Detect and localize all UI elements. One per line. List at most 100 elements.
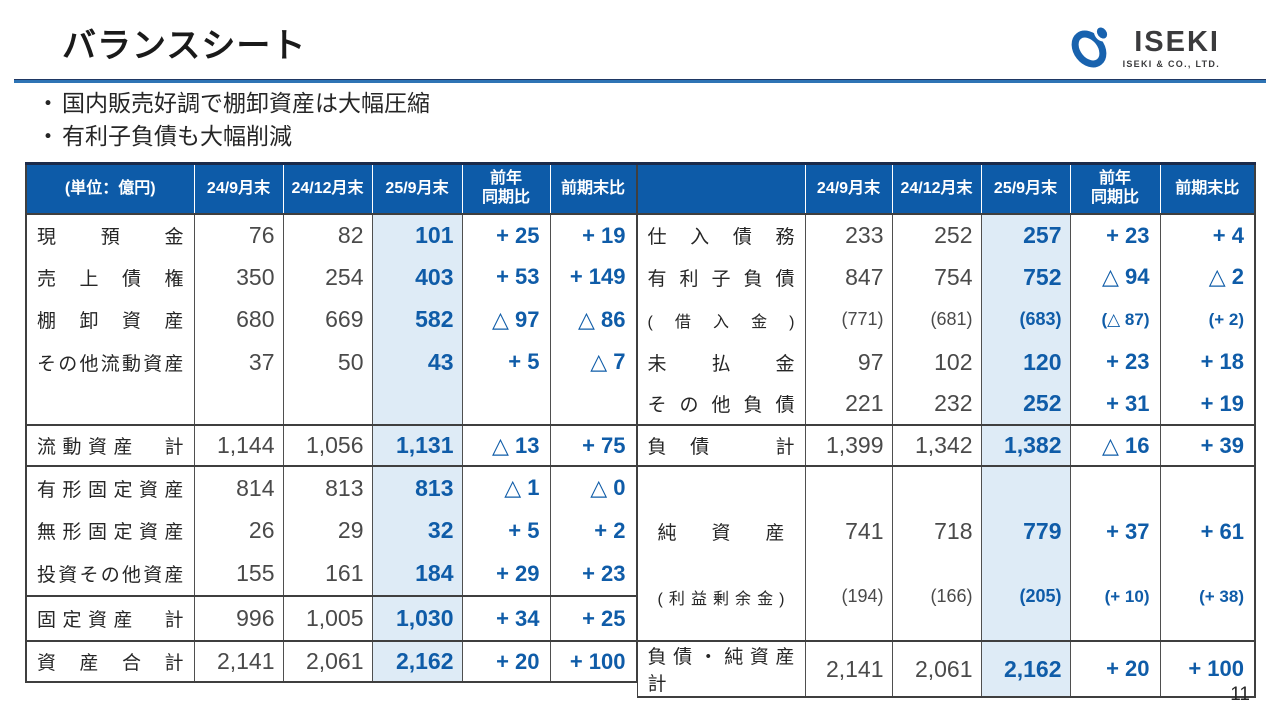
cell-label: 純資産 (利益剰余金) <box>637 466 805 642</box>
cell-value: △ 7 <box>549 341 636 383</box>
cell-value: (683) <box>980 298 1070 341</box>
cell-value: 350 <box>193 256 283 298</box>
cell-label: 売上債権 <box>26 256 194 298</box>
cell-value: 26 <box>193 509 283 552</box>
cell-value: 1,399 <box>804 424 892 467</box>
bullet-text: 国内販売好調で棚卸資産は大幅圧縮 <box>62 90 430 116</box>
table-row: 未払金 97 102 120 + 23 + 18 <box>637 341 1255 383</box>
cell-label: 負債・純資産 計 <box>637 640 806 698</box>
cell-value: 233 <box>804 214 892 256</box>
header-period-cell: 25/9月末 <box>980 163 1070 215</box>
cell-value <box>461 383 550 425</box>
cell-value: 1,144 <box>193 424 283 467</box>
cell-value: + 23 <box>1069 214 1160 256</box>
row-label: その他流動資産 <box>37 353 184 375</box>
cell-value: 403 <box>371 256 462 298</box>
table-row: 負債 計 1,399 1,342 1,382 △ 16 + 39 <box>637 424 1255 467</box>
cell-value: 252 <box>891 214 981 256</box>
header-unit-cell: (単位：億円) <box>26 163 194 215</box>
cell-label: 仕入債務 <box>637 214 805 256</box>
cell-value: 120 <box>980 341 1070 383</box>
header-row: 24/9月末 24/12月末 25/9月末 前年 同期比 前期末比 <box>637 163 1255 215</box>
cell-value: + 5 <box>461 341 550 383</box>
row-label: (利益剰余金) <box>657 590 785 608</box>
table-row: 固定資産 計 996 1,005 1,030 + 34 + 25 <box>26 595 636 642</box>
cell-value: 2,162 <box>980 640 1070 698</box>
cell-value: 254 <box>282 256 372 298</box>
cell-value <box>282 383 372 425</box>
table-row: 投資その他資産 155 161 184 + 29 + 23 <box>26 552 636 596</box>
cell-label: 棚卸資産 <box>26 298 194 341</box>
cell-value: + 149 <box>549 256 636 298</box>
cell-value: 184 <box>371 552 462 596</box>
cell-value: 718 (166) <box>891 466 981 642</box>
page-number: 11 <box>1230 684 1250 705</box>
cell-value: 29 <box>282 509 372 552</box>
row-label: 有形固定資産 <box>37 479 184 501</box>
cell-value: + 31 <box>1069 383 1160 425</box>
cell-value: 2,061 <box>891 640 981 698</box>
table-row: 資産合計 2,141 2,061 2,162 + 20 + 100 <box>26 640 636 683</box>
bullet-list: ・ 国内販売好調で棚卸資産は大幅圧縮 ・ 有利子負債も大幅削減 <box>34 87 431 153</box>
cell-value: 582 <box>371 298 462 341</box>
row-label: 負債 計 <box>647 437 795 458</box>
cell-label: 有利子負債 <box>637 256 805 298</box>
row-label: 無形固定資産 <box>37 522 184 543</box>
bullet-text: 有利子負債も大幅削減 <box>62 123 292 149</box>
cell-value: + 37 <box>1106 518 1150 544</box>
cell-value: (+ 38) <box>1199 586 1244 606</box>
cell-value: 752 <box>980 256 1070 298</box>
cell-value: + 25 <box>549 595 636 642</box>
header-unit-cell <box>637 163 805 215</box>
cell-value: 1,005 <box>282 595 372 642</box>
cell-value: + 53 <box>461 256 550 298</box>
iseki-mark-icon <box>1068 24 1116 73</box>
table-row: 純資産 (利益剰余金) 741 (194) 718 (166) 779 (205) + 37 (+… <box>637 466 1255 642</box>
cell-value: 82 <box>282 214 372 256</box>
cell-value: (166) <box>930 586 973 606</box>
cell-value <box>371 383 462 425</box>
cell-value: 97 <box>804 341 892 383</box>
cell-value: △ 2 <box>1159 256 1255 298</box>
cell-value: 50 <box>282 341 372 383</box>
cell-value: + 37 (+ 10) <box>1069 466 1160 642</box>
row-label: 負債・純資産 計 <box>647 647 806 695</box>
table-row: 仕入債務 233 252 257 + 23 + 4 <box>637 214 1255 256</box>
cell-value: 741 <box>845 518 884 544</box>
cell-value: 779 <box>1023 518 1062 544</box>
cell-value: 2,141 <box>804 640 892 698</box>
cell-value: 2,061 <box>282 640 372 683</box>
cell-label: 未払金 <box>637 341 805 383</box>
cell-value: 1,030 <box>371 595 462 642</box>
table-row: 無形固定資産 26 29 32 + 5 + 2 <box>26 509 636 552</box>
cell-value: 680 <box>193 298 283 341</box>
row-label: 資産合計 <box>37 653 184 674</box>
cell-value: + 23 <box>549 552 636 596</box>
cell-label: その他負債 <box>637 383 805 425</box>
cell-value: 996 <box>193 595 283 642</box>
header-row: (単位：億円) 24/9月末 24/12月末 25/9月末 前年 同期比 前期末比 <box>26 163 636 215</box>
table-row: 売上債権 350 254 403 + 53 + 149 <box>26 256 636 298</box>
liabilities-table: 24/9月末 24/12月末 25/9月末 前年 同期比 前期末比 仕入債務 233 252 2… <box>636 162 1256 698</box>
cell-value: (681) <box>891 298 981 341</box>
cell-value: + 39 <box>1159 424 1255 467</box>
table-row: 有形固定資産 814 813 813 △ 1 △ 0 <box>26 466 636 509</box>
cell-value: (205) <box>1019 586 1062 606</box>
bullet-marker: ・ <box>36 90 60 116</box>
cell-value: + 4 <box>1159 214 1255 256</box>
row-label: 未払金 <box>647 353 795 375</box>
cell-value: + 20 <box>1069 640 1160 698</box>
cell-value: 161 <box>282 552 372 596</box>
header-period-cell: 前期末比 <box>1159 163 1255 215</box>
cell-value: + 100 <box>549 640 636 683</box>
cell-label: 資産合計 <box>26 640 194 683</box>
cell-value: 718 <box>934 518 973 544</box>
cell-label: 投資その他資産 <box>26 552 194 596</box>
cell-value: △ 94 <box>1069 256 1160 298</box>
table-row: 負債・純資産 計 2,141 2,061 2,162 + 20 + 100 <box>637 640 1255 698</box>
header-period-cell: 24/9月末 <box>193 163 283 215</box>
header-period-cell: 24/12月末 <box>891 163 981 215</box>
cell-value: + 19 <box>549 214 636 256</box>
cell-value: 1,131 <box>371 424 462 467</box>
table-row: 棚卸資産 680 669 582 △ 97 △ 86 <box>26 298 636 341</box>
